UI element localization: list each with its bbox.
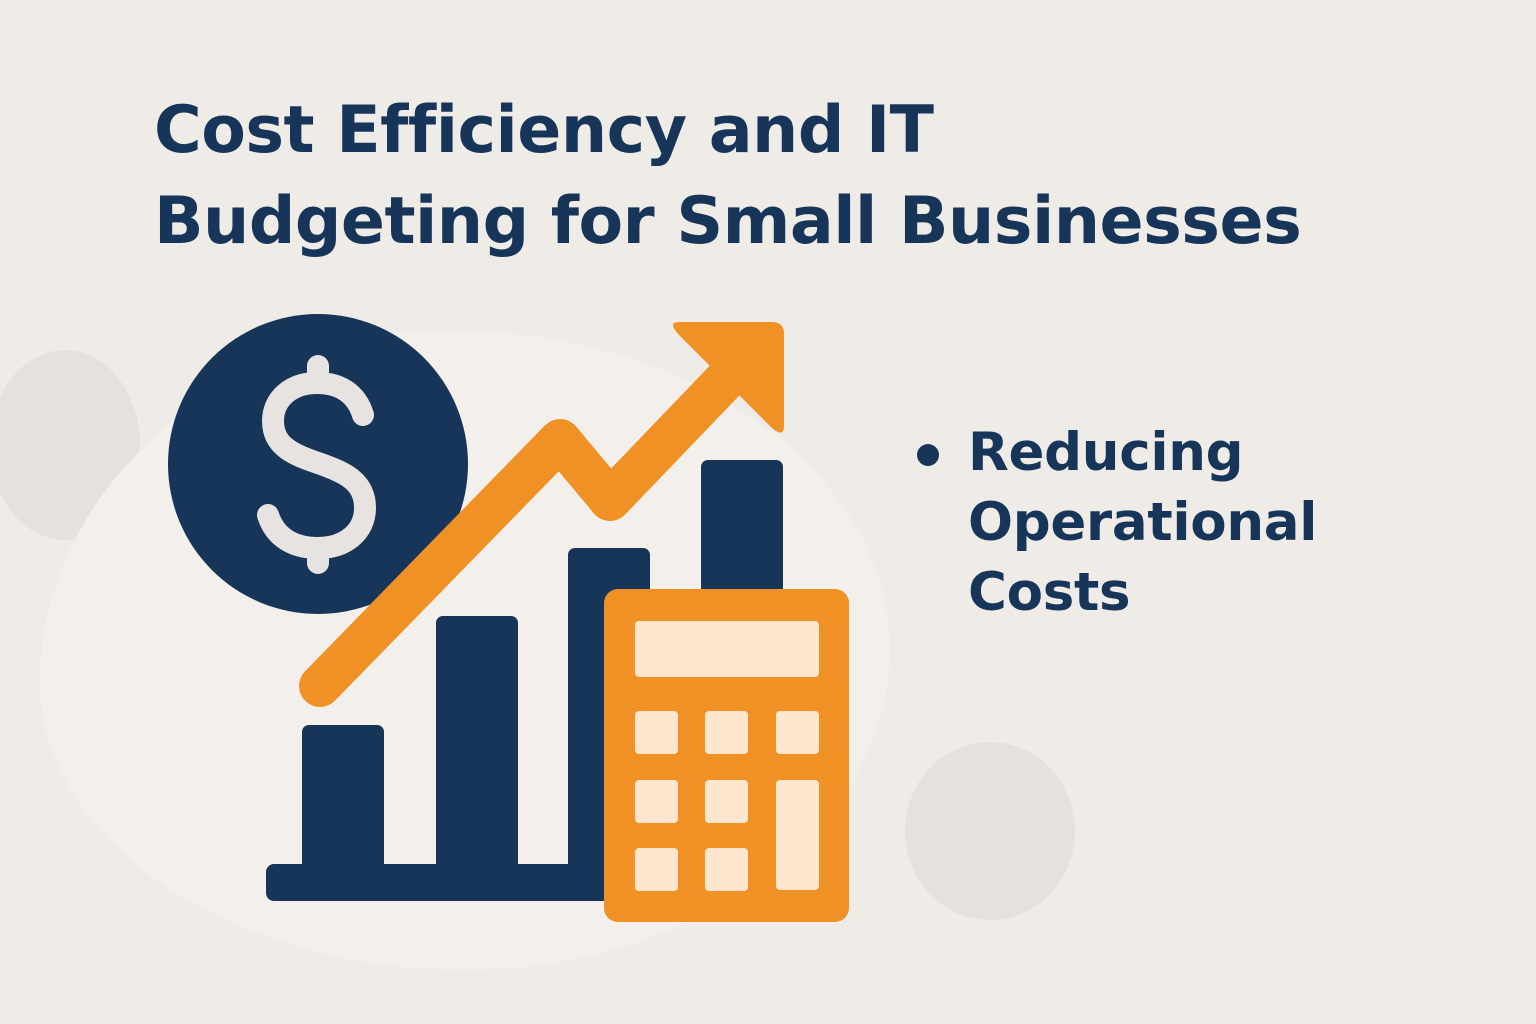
page-title: Cost Efficiency and IT Budgeting for Sma… [154, 85, 1494, 267]
calculator-key [776, 711, 819, 754]
title-line-1: Cost Efficiency and IT [154, 93, 934, 168]
calculator-key [635, 848, 678, 891]
calculator-key [705, 711, 748, 754]
dollar-sign [257, 355, 377, 574]
calculator-key-tall [776, 780, 819, 890]
calculator-icon [604, 589, 849, 922]
calculator-key [705, 848, 748, 891]
chart-bar-2 [436, 616, 518, 886]
trend-arrow-head [673, 322, 784, 433]
bullet-item: Reducing Operational Costs [917, 418, 1328, 628]
dollar-icon [168, 314, 468, 614]
bullet-dot [917, 444, 939, 466]
trend-arrow-line [299, 331, 773, 707]
calculator-key [635, 711, 678, 754]
title-line-2: Budgeting for Small Businesses [154, 184, 1302, 259]
budget-illustration [168, 314, 849, 922]
bullet-list: Reducing Operational Costs [917, 418, 1328, 628]
chart-bar-1 [302, 725, 384, 885]
calculator-display [635, 621, 819, 677]
calculator-key [705, 780, 748, 823]
background-blob-right [905, 742, 1075, 920]
trend-arrow-icon [299, 322, 784, 707]
calculator-key [635, 780, 678, 823]
bullet-text: Reducing Operational Costs [968, 422, 1318, 623]
